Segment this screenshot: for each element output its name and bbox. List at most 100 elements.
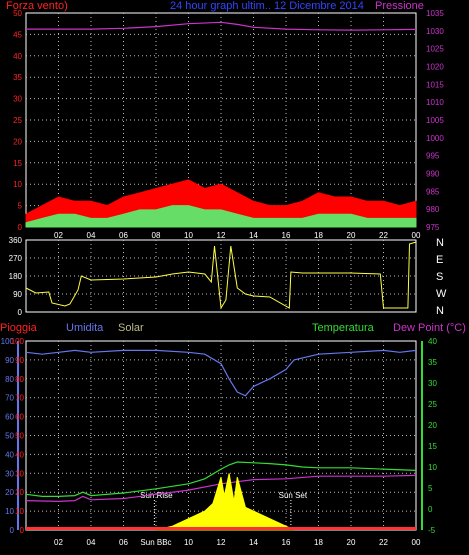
y-left-tick: 0 — [18, 223, 23, 232]
y-right-tick: 1000 — [426, 134, 444, 143]
humidity-tick: 70 — [5, 394, 14, 403]
x-tick: Sun BBc — [140, 538, 171, 547]
temperature-tick: 40 — [428, 337, 437, 346]
y-left-tick: 35 — [13, 73, 22, 82]
series-rain — [26, 527, 416, 530]
header-title: 24 hour graph ultim.. 12 Dicembre 2014 — [170, 0, 364, 12]
temperature-tick: 10 — [428, 463, 437, 472]
direction-tick: 0 — [18, 308, 23, 317]
x-tick: 06 — [119, 538, 128, 547]
series-temperatura — [25, 461, 417, 497]
legend-label: Dew Point (°C) — [393, 322, 466, 334]
x-tick: 20 — [347, 538, 356, 547]
x-tick: 00 — [412, 231, 421, 240]
rain-tick: 70 — [15, 394, 24, 403]
x-tick: 20 — [347, 231, 356, 240]
y-left-tick: 10 — [13, 180, 22, 189]
temperature-tick: -5 — [428, 526, 436, 535]
rain-tick: 60 — [15, 413, 24, 422]
y-left-tick: 45 — [13, 30, 22, 39]
x-tick: 18 — [314, 538, 323, 547]
y-right-tick: 995 — [426, 152, 440, 161]
temperature-tick: 15 — [428, 442, 437, 451]
header-right-label: Pressione — [375, 0, 424, 12]
humidity-tick: 90 — [5, 356, 14, 365]
x-tick: 22 — [379, 538, 388, 547]
x-tick: 08 — [152, 231, 161, 240]
y-left-tick: 20 — [13, 137, 22, 146]
y-right-tick: 1005 — [426, 116, 444, 125]
x-tick: 04 — [87, 538, 96, 547]
x-tick: 04 — [87, 231, 96, 240]
direction-tick: 180 — [9, 272, 23, 281]
series-wind — [25, 205, 417, 228]
y-right-tick: 980 — [426, 205, 440, 214]
rain-tick: 10 — [15, 507, 24, 516]
legend-label: Solar — [118, 322, 144, 334]
temperature-tick: 0 — [428, 505, 433, 514]
x-tick: 14 — [249, 231, 258, 240]
y-right-tick: 1025 — [426, 45, 444, 54]
direction-tick: 270 — [9, 254, 23, 263]
humidity-tick: 40 — [5, 450, 14, 459]
y-right-tick: 1010 — [426, 98, 444, 107]
temperature-tick: 25 — [428, 400, 437, 409]
temperature-tick: 30 — [428, 379, 437, 388]
compass-label: N — [436, 237, 444, 249]
x-tick: 10 — [184, 538, 193, 547]
y-right-tick: 1015 — [426, 80, 444, 89]
y-left-tick: 15 — [13, 159, 22, 168]
y-left-tick: 50 — [13, 9, 22, 18]
x-tick: 14 — [249, 538, 258, 547]
rain-tick: 0 — [20, 526, 25, 535]
x-tick: 12 — [217, 231, 226, 240]
x-tick: 22 — [379, 231, 388, 240]
rain-tick: 90 — [15, 356, 24, 365]
humidity-tick: 0 — [10, 526, 15, 535]
legend-label: Umidita — [66, 322, 104, 334]
x-tick: 02 — [54, 538, 63, 547]
y-right-tick: 1035 — [426, 9, 444, 18]
temperature-tick: 20 — [428, 421, 437, 430]
rain-tick: 30 — [15, 469, 24, 478]
rain-tick: 40 — [15, 450, 24, 459]
humidity-tick: 80 — [5, 375, 14, 384]
rain-tick: 100 — [11, 337, 25, 346]
x-tick: 10 — [184, 231, 193, 240]
x-tick: 02 — [54, 231, 63, 240]
y-right-tick: 1030 — [426, 27, 444, 36]
legend-label: Temperatura — [312, 322, 375, 334]
y-right-tick: 990 — [426, 170, 440, 179]
y-right-tick: 985 — [426, 187, 440, 196]
series-dewpointc — [25, 474, 417, 503]
x-tick: 06 — [119, 231, 128, 240]
y-left-tick: 5 — [18, 202, 23, 211]
x-tick: 18 — [314, 231, 323, 240]
y-left-tick: 25 — [13, 116, 22, 125]
legend-label: Pioggia — [0, 322, 38, 334]
sun-annotation: Sun Set — [279, 491, 308, 500]
series-pressure — [26, 21, 417, 31]
rain-tick: 20 — [15, 488, 24, 497]
header-left-label: Forza vento) — [6, 0, 68, 12]
x-tick: 16 — [282, 538, 291, 547]
sun-annotation: Sun Rise — [140, 491, 173, 500]
humidity-tick: 50 — [5, 432, 14, 441]
y-left-tick: 30 — [13, 95, 22, 104]
rain-tick: 50 — [15, 432, 24, 441]
temperature-tick: 5 — [428, 484, 433, 493]
y-left-tick: 40 — [13, 52, 22, 61]
compass-label: E — [436, 254, 443, 266]
x-tick: 16 — [282, 231, 291, 240]
x-tick: 00 — [412, 538, 421, 547]
humidity-tick: 20 — [5, 488, 14, 497]
humidity-tick: 10 — [5, 507, 14, 516]
compass-label: N — [436, 305, 444, 317]
temperature-tick: 35 — [428, 358, 437, 367]
humidity-tick: 30 — [5, 469, 14, 478]
rain-tick: 80 — [15, 375, 24, 384]
humidity-tick: 100 — [1, 337, 15, 346]
direction-tick: 90 — [13, 290, 22, 299]
compass-label: W — [436, 288, 447, 300]
